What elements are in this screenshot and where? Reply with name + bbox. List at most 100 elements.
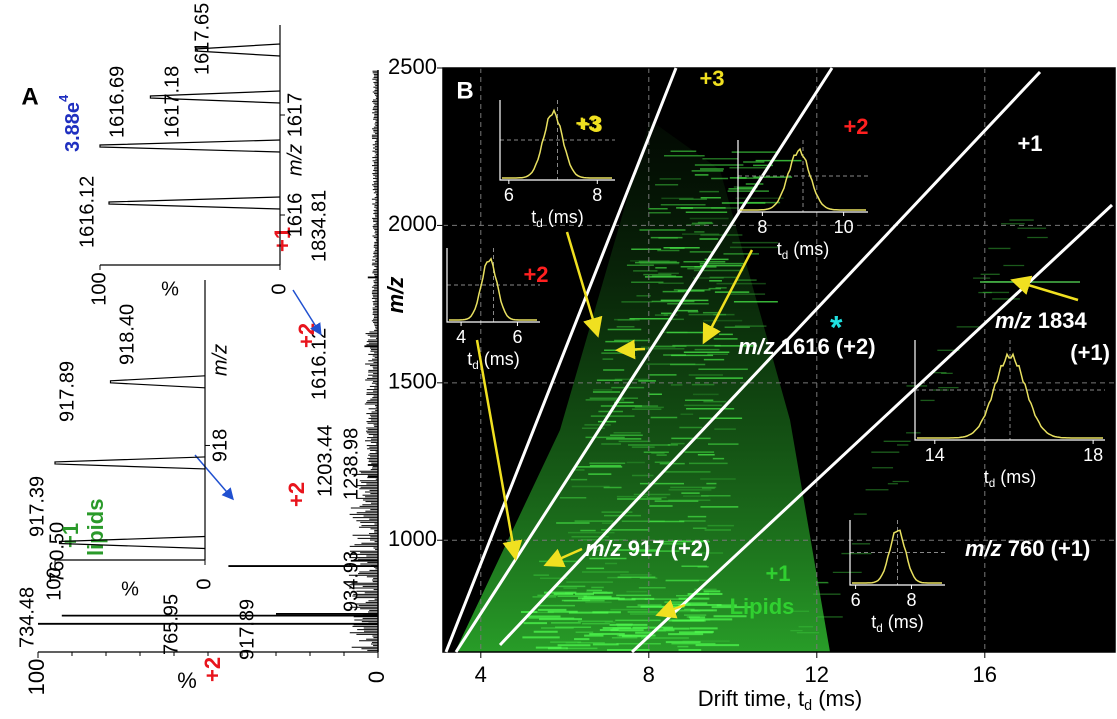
note: +1 <box>765 561 790 586</box>
ion-label: m/z 1834 <box>995 308 1088 333</box>
inset-x-title: td (ms) <box>467 349 520 372</box>
note: (+1) <box>1070 340 1110 365</box>
inset-tick-label: 8 <box>592 185 602 205</box>
inset-axis <box>849 520 945 586</box>
text-part: (ms) <box>543 207 584 227</box>
charge-label: +2 <box>843 114 868 139</box>
text-part: 4 <box>56 94 71 102</box>
text-part: (ms) <box>995 467 1036 487</box>
text-part: d <box>472 359 479 372</box>
inset-x-title: m/z <box>284 144 306 176</box>
inset-y-title: % <box>161 278 179 300</box>
charge-label: lipids <box>83 499 108 556</box>
text-part: t <box>467 349 472 369</box>
inset-peak <box>149 90 281 104</box>
inset-tick-label: 8 <box>757 217 767 237</box>
inset-tick-label: 14 <box>925 445 945 465</box>
inset-y-title: % <box>121 578 139 600</box>
inset-peak <box>108 196 281 210</box>
inset-charge: +2 <box>523 262 548 287</box>
inset-x-title: td (ms) <box>984 467 1037 490</box>
inset-tick-label: 0 <box>193 578 215 589</box>
x-tick-label: 4 <box>475 662 487 687</box>
arrow <box>1010 275 1079 302</box>
peak-label: 1616.12 <box>308 328 330 400</box>
y-tick-label: 1000 <box>388 526 437 551</box>
inset-tick-label: 100 <box>88 272 110 305</box>
peak-label: 917.39 <box>26 476 48 537</box>
peak-label: 917.89 <box>56 361 78 422</box>
text-part: 1834 <box>1032 308 1088 333</box>
arrow <box>702 249 754 345</box>
text-part: m/z <box>738 334 775 359</box>
peak-label: 1616.69 <box>106 66 128 138</box>
inset-peak <box>99 139 281 153</box>
text-part: d <box>989 477 996 490</box>
x-tick-label: 8 <box>643 662 655 687</box>
note: Lipids <box>730 594 795 619</box>
arrow <box>475 339 523 561</box>
x-tick-label: 16 <box>973 662 997 687</box>
intensity-scale: 3.88e4 <box>56 94 84 152</box>
inset-peak <box>54 456 206 470</box>
arrow <box>615 339 646 360</box>
inset-axis <box>499 100 615 181</box>
text-part: d <box>782 249 789 262</box>
inset-x-title: td (ms) <box>777 239 830 262</box>
signal-band <box>455 120 830 652</box>
peak-label: 760.50 <box>46 522 68 583</box>
y-tick-label: 2000 <box>388 211 437 236</box>
charge-label: +2 <box>294 323 319 348</box>
inset-peak <box>109 375 206 389</box>
y-axis-title: m/z <box>383 277 408 314</box>
plot-frame <box>442 67 1116 653</box>
inset-x-title: td (ms) <box>871 612 924 635</box>
inset-peak <box>194 43 281 57</box>
x-tick-label: 0 <box>364 671 389 683</box>
inset-axis <box>446 248 540 323</box>
arrow <box>194 454 234 501</box>
inset-tick-label: 0 <box>268 283 290 294</box>
inset-tick-label: 100 <box>43 567 65 600</box>
inset-peak <box>740 147 866 211</box>
y-tick-label: 1500 <box>388 369 437 394</box>
inset-tick-label: 8 <box>906 590 916 610</box>
ion-label: m/z 760 (+1) <box>965 536 1090 561</box>
charge-boundary <box>498 70 1042 647</box>
x-tick-label: 12 <box>805 662 829 687</box>
inset-tick-label: 1617 <box>284 93 306 138</box>
charge-label: +1 <box>270 227 295 252</box>
charge-boundary <box>444 67 678 653</box>
charge-label: +3 <box>699 66 724 91</box>
peak-label: 1617.65 <box>191 3 213 75</box>
peak-label: 918.40 <box>116 304 138 365</box>
inset-tick-label: 18 <box>1083 445 1103 465</box>
text-part: Drift time, t <box>698 686 804 711</box>
text-part: t <box>777 239 782 259</box>
x-axis-title: % <box>177 668 197 693</box>
arrow <box>292 289 322 336</box>
text-part: t <box>531 207 536 227</box>
inset-tick-label: 4 <box>456 327 466 347</box>
arrow <box>565 231 603 338</box>
peak-label: 1616.12 <box>76 176 98 248</box>
peak-label: 917.89 <box>236 599 258 660</box>
text-part: t <box>984 467 989 487</box>
text-part: 3.88e <box>62 102 84 152</box>
text-part: m/z <box>585 536 622 561</box>
peak-label: 1617.18 <box>161 66 183 138</box>
peak-label: 1238.98 <box>340 428 362 500</box>
peak-label: 1203.44 <box>314 425 336 497</box>
peak-label: 765.95 <box>160 594 182 655</box>
charge-label: +3 <box>577 112 602 137</box>
ion-label: m/z 1616 (+2) <box>738 334 876 359</box>
note: * <box>830 309 843 345</box>
inset-tick-label: 918 <box>209 429 231 462</box>
text-part: (ms) <box>479 349 520 369</box>
y-tick-label: 2500 <box>388 54 437 79</box>
inset-charge: +3 <box>575 111 600 136</box>
text-part: m/z <box>995 308 1032 333</box>
text-part: 760 (+1) <box>1002 536 1091 561</box>
ion-label: m/z 917 (+2) <box>585 536 710 561</box>
